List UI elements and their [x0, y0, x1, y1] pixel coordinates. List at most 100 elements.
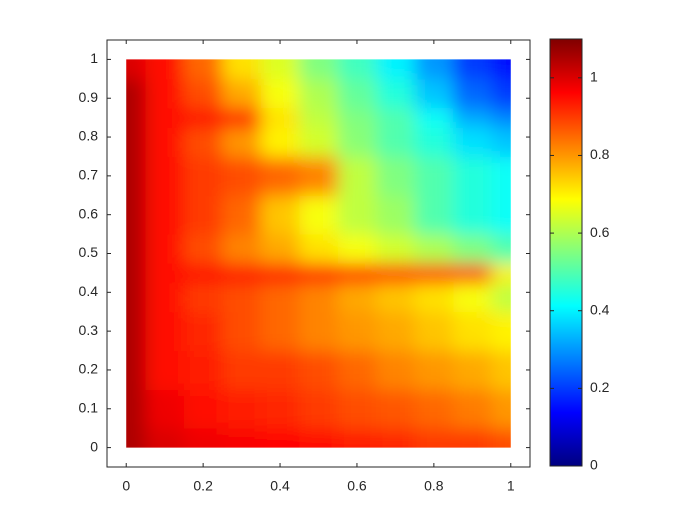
contour-cell	[491, 107, 511, 128]
contour-cell	[453, 350, 493, 390]
contour-cell	[337, 127, 377, 157]
contour-cell	[376, 428, 416, 448]
contour-cell	[145, 234, 185, 264]
contour-cell	[491, 389, 511, 429]
y-tick-label: 0.8	[79, 128, 99, 144]
contour-cell	[376, 59, 416, 80]
colorbar-tick-label: 0.8	[590, 146, 610, 162]
contour-cell	[222, 311, 262, 352]
contour-cell	[337, 156, 377, 196]
contour-cell	[453, 282, 493, 313]
x-tick-label: 1	[507, 478, 515, 494]
contour-cell	[126, 311, 146, 352]
y-tick-label: 0	[90, 438, 98, 454]
contour-cell	[145, 350, 185, 390]
contour-cell	[414, 59, 454, 80]
contour-cell	[299, 350, 339, 390]
contour-cell	[299, 156, 339, 196]
y-tick-label: 0.5	[79, 244, 99, 260]
contour-cell	[299, 234, 339, 264]
contour-cell	[299, 311, 339, 352]
contour-cell	[126, 156, 146, 196]
contour-cell	[126, 59, 146, 80]
contour-cell	[260, 78, 300, 109]
contour-cell	[414, 78, 454, 109]
contour-cell	[145, 127, 185, 157]
contour-cell	[414, 263, 454, 284]
contour-cell	[376, 127, 416, 157]
colorbar-tick-label: 0.4	[590, 301, 610, 317]
colorbar-tick-label: 1	[590, 69, 598, 85]
contour-cell	[376, 107, 416, 128]
contour-cell	[299, 282, 339, 313]
contour-cell	[491, 78, 511, 109]
contour-cell	[376, 156, 416, 196]
contour-cell	[376, 78, 416, 109]
contour-cell	[491, 282, 511, 313]
contour-cell	[299, 195, 339, 235]
contour-cell	[414, 127, 454, 157]
contour-cell	[337, 78, 377, 109]
contour-cell	[491, 127, 511, 157]
contour-cell	[414, 389, 454, 429]
colorbar	[549, 38, 583, 467]
contour-cell	[453, 156, 493, 196]
x-tick-label: 0	[122, 478, 130, 494]
contour-cell	[337, 234, 377, 264]
contour-cell	[126, 428, 146, 448]
contour-cell	[491, 428, 511, 448]
contour-cell	[183, 59, 223, 80]
colorbar-tick-label: 0.2	[590, 379, 610, 395]
contour-cell	[376, 263, 416, 284]
contour-cell	[491, 263, 511, 284]
contour-cell	[183, 263, 223, 284]
contour-cell	[337, 389, 377, 429]
contour-cell	[145, 195, 185, 235]
contour-cell	[453, 389, 493, 429]
contour-cell	[337, 428, 377, 448]
contour-cell	[260, 350, 300, 390]
contour-cell	[183, 156, 223, 196]
contour-cell	[299, 107, 339, 128]
contour-cell	[145, 428, 185, 448]
contour-cell	[337, 107, 377, 128]
contour-cell	[260, 282, 300, 313]
contour-cell	[222, 59, 262, 80]
contour-cell	[453, 127, 493, 157]
contour-cell	[126, 350, 146, 390]
contour-cell	[126, 282, 146, 313]
contour-cell	[126, 195, 146, 235]
contour-cell	[299, 428, 339, 448]
contour-cell	[453, 59, 493, 80]
contour-cell	[145, 311, 185, 352]
contour-cell	[453, 263, 493, 284]
contour-cell	[376, 195, 416, 235]
contour-cell	[414, 156, 454, 196]
contour-cell	[183, 350, 223, 390]
contour-cell	[414, 107, 454, 128]
contour-cell	[222, 78, 262, 109]
contour-cell	[222, 127, 262, 157]
contour-cell	[376, 311, 416, 352]
contour-cell	[376, 350, 416, 390]
contour-cell	[491, 234, 511, 264]
contour-cell	[222, 195, 262, 235]
contour-cell	[453, 78, 493, 109]
contour-cell	[145, 59, 185, 80]
y-tick-label: 0.2	[79, 361, 99, 377]
y-tick-label: 0.4	[79, 283, 99, 299]
contour-cell	[222, 234, 262, 264]
contour-cell	[260, 156, 300, 196]
contour-cell	[126, 234, 146, 264]
contour-cell	[491, 350, 511, 390]
colorbar-tick-label: 0	[590, 457, 598, 473]
contour-cell	[453, 234, 493, 264]
contour-cell	[260, 195, 300, 235]
contour-cell	[260, 127, 300, 157]
contour-cell	[337, 350, 377, 390]
x-tick-label: 0.8	[424, 478, 444, 494]
y-tick-label: 0.3	[79, 322, 99, 338]
contour-cell	[126, 107, 146, 128]
contour-cell	[260, 107, 300, 128]
